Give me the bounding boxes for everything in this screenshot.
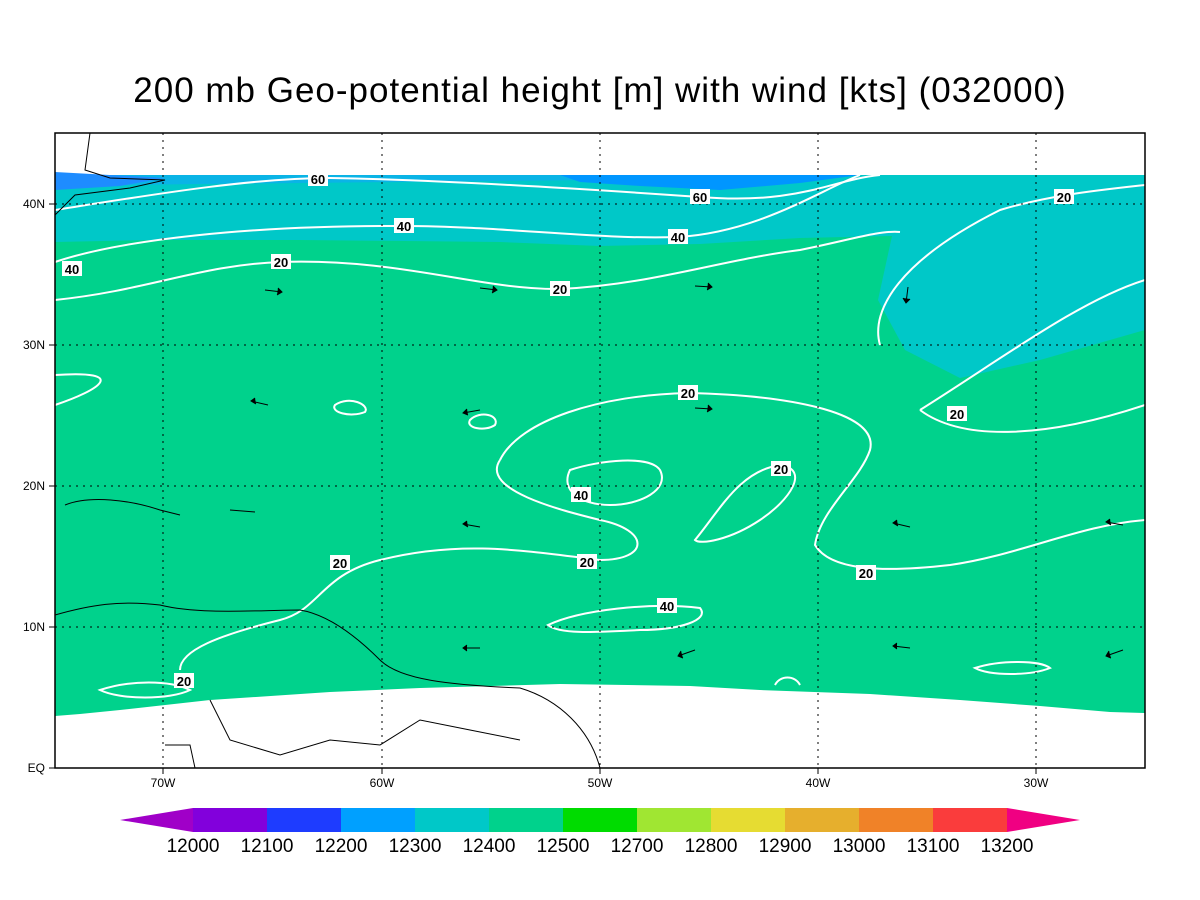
- contour-label: 20: [553, 282, 567, 297]
- colorbar: 12000 12100 12200 12300 12400 12500 12700 12800…: [120, 808, 1080, 857]
- lat-label: 30N: [23, 338, 45, 352]
- colorbar-label: 12000: [167, 836, 220, 857]
- contour-label-bg: [771, 461, 791, 476]
- contour-label: 20: [580, 555, 594, 570]
- contour-label: 40: [574, 488, 588, 503]
- colorbar-box: [637, 808, 711, 832]
- coastlines: [54, 132, 601, 769]
- contour-label: 60: [693, 190, 707, 205]
- lat-label: 10N: [23, 620, 45, 634]
- colorbar-box: [859, 808, 933, 832]
- contour-label-bg: [577, 554, 597, 569]
- colorbar-label: 12100: [241, 836, 294, 857]
- colorbar-box: [785, 808, 859, 832]
- colorbar-box: [341, 808, 415, 832]
- colorbar-label: 13100: [907, 836, 960, 857]
- colorbar-label: 12200: [315, 836, 368, 857]
- contour-label: 40: [65, 262, 79, 277]
- contour-label-bg: [308, 171, 328, 186]
- colorbar-box: [711, 808, 785, 832]
- contour-label-bg: [571, 487, 591, 502]
- colorbar-label: 12800: [685, 836, 738, 857]
- colorbar-label: 12300: [389, 836, 442, 857]
- contour-label-bg: [394, 218, 414, 233]
- lon-label: 40W: [806, 776, 831, 790]
- wind-vectors: [250, 282, 1124, 659]
- colorbar-label: 12900: [759, 836, 812, 857]
- colorbar-box: [415, 808, 489, 832]
- contour-label: 20: [333, 556, 347, 571]
- contour-label-bg: [174, 673, 194, 688]
- contour-label-bg: [690, 189, 710, 204]
- colorbar-label: 12700: [611, 836, 664, 857]
- lon-label: 70W: [151, 776, 176, 790]
- colorbar-label: 12400: [463, 836, 516, 857]
- contour-labels: 60 60 20 40 40 40 20 20 20 20 20 40 20 20 20 40 20: [62, 171, 1074, 689]
- contour-label: 20: [681, 386, 695, 401]
- colorbar-box: [193, 808, 267, 832]
- colorbar-triangle: [120, 808, 193, 832]
- colorbar-box: [933, 808, 1007, 832]
- lon-label: 50W: [588, 776, 613, 790]
- contour-label-bg: [668, 229, 688, 244]
- map-frame: [54, 132, 1146, 769]
- contour-label-bg: [947, 406, 967, 421]
- contour-label-bg: [330, 555, 350, 570]
- title: 200 mb Geo-potential height [m] with win…: [133, 71, 1066, 110]
- lat-label: EQ: [28, 761, 45, 775]
- colorbar-triangle: [1007, 808, 1080, 832]
- contour-label: 20: [274, 255, 288, 270]
- contour-label-bg: [1054, 189, 1074, 204]
- contour-label-bg: [678, 385, 698, 400]
- contour-label-bg: [550, 281, 570, 296]
- lat-label: 20N: [23, 479, 45, 493]
- contour-label: 20: [859, 566, 873, 581]
- contour-label: 40: [671, 230, 685, 245]
- colorbar-box: [267, 808, 341, 832]
- contour-label: 20: [1057, 190, 1071, 205]
- contour-label: 40: [660, 599, 674, 614]
- contour-label-bg: [62, 261, 82, 276]
- colorbar-label: 13000: [833, 836, 886, 857]
- lat-label: 40N: [23, 197, 45, 211]
- contour-label: 20: [950, 407, 964, 422]
- contour-label: 60: [311, 172, 325, 187]
- colorbar-label: 13200: [981, 836, 1034, 857]
- contour-label-bg: [856, 565, 876, 580]
- colorbar-label: 12500: [537, 836, 590, 857]
- lon-label: 30W: [1024, 776, 1049, 790]
- graticule: [49, 133, 1145, 774]
- contour-label-bg: [657, 598, 677, 613]
- contour-label: 40: [397, 219, 411, 234]
- contour-label: 20: [774, 462, 788, 477]
- contour-label: 20: [177, 674, 191, 689]
- contour-label-bg: [271, 254, 291, 269]
- contours: [54, 174, 1146, 699]
- plot-area: [49, 132, 1146, 774]
- colorbar-box: [563, 808, 637, 832]
- colorbar-box: [489, 808, 563, 832]
- lon-label: 60W: [370, 776, 395, 790]
